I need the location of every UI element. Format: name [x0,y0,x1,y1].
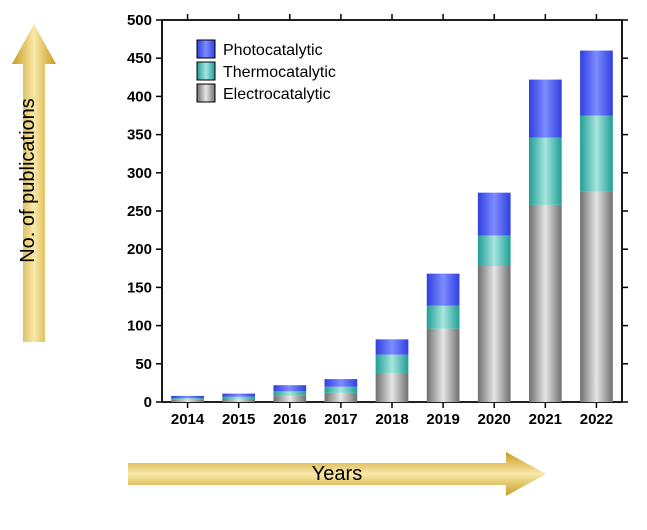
svg-text:2021: 2021 [529,411,562,428]
bar-thermo [478,235,511,266]
bar-photo [580,51,613,116]
bar-photo [273,385,306,391]
svg-text:100: 100 [127,318,152,335]
bar-thermo [171,398,204,400]
svg-text:2015: 2015 [222,411,255,428]
svg-text:50: 50 [135,356,152,373]
x-axis-label-text: Years [312,463,362,486]
bar-electro [273,396,306,402]
svg-text:2018: 2018 [375,411,408,428]
bar-electro [427,329,460,402]
svg-text:2022: 2022 [580,411,613,428]
x-axis-label: Years [128,452,546,496]
svg-text:450: 450 [127,50,152,67]
bar-thermo [376,355,409,373]
plot-area: 0 50 100 150 200 250 300 350 400 450 500 2014 2015 20… [110,10,630,432]
svg-text:150: 150 [127,279,152,296]
bar-thermo [273,391,306,396]
bars [171,51,613,402]
svg-text:400: 400 [127,88,152,105]
bar-thermo [325,387,358,393]
bar-photo [478,193,511,236]
svg-text:Electrocatalytic: Electrocatalytic [223,86,331,103]
bar-photo [427,274,460,306]
y-axis-label-text: No. of publications [17,98,40,263]
bar-photo [376,339,409,354]
bar-electro [171,400,204,402]
svg-text:2016: 2016 [273,411,306,428]
bar-electro [376,373,409,402]
bar-thermo [529,138,562,205]
svg-text:250: 250 [127,203,152,220]
svg-text:350: 350 [127,127,152,144]
svg-text:2014: 2014 [171,411,205,428]
svg-text:200: 200 [127,241,152,258]
svg-text:500: 500 [127,12,152,29]
svg-text:2019: 2019 [426,411,459,428]
bar-thermo [222,397,255,399]
svg-text:2017: 2017 [324,411,357,428]
svg-text:0: 0 [144,394,152,411]
bar-electro [529,205,562,402]
bar-photo [325,379,358,387]
bar-thermo [427,306,460,329]
bar-thermo [580,116,613,192]
bar-electro [478,266,511,402]
svg-text:Thermocatalytic: Thermocatalytic [223,64,336,81]
bar-photo [171,396,204,398]
svg-text:300: 300 [127,165,152,182]
bar-electro [580,192,613,402]
svg-text:Photocatalytic: Photocatalytic [223,42,323,59]
bar-electro [222,399,255,402]
chart-container: { "chart": { "type": "stacked-bar", "tit… [0,0,647,530]
legend: Photocatalytic Thermocatalytic Electrocata… [197,40,336,103]
svg-text:2020: 2020 [478,411,511,428]
bar-photo [222,394,255,397]
bar-electro [325,393,358,402]
bar-photo [529,80,562,138]
y-axis-label: No. of publications [6,60,50,300]
